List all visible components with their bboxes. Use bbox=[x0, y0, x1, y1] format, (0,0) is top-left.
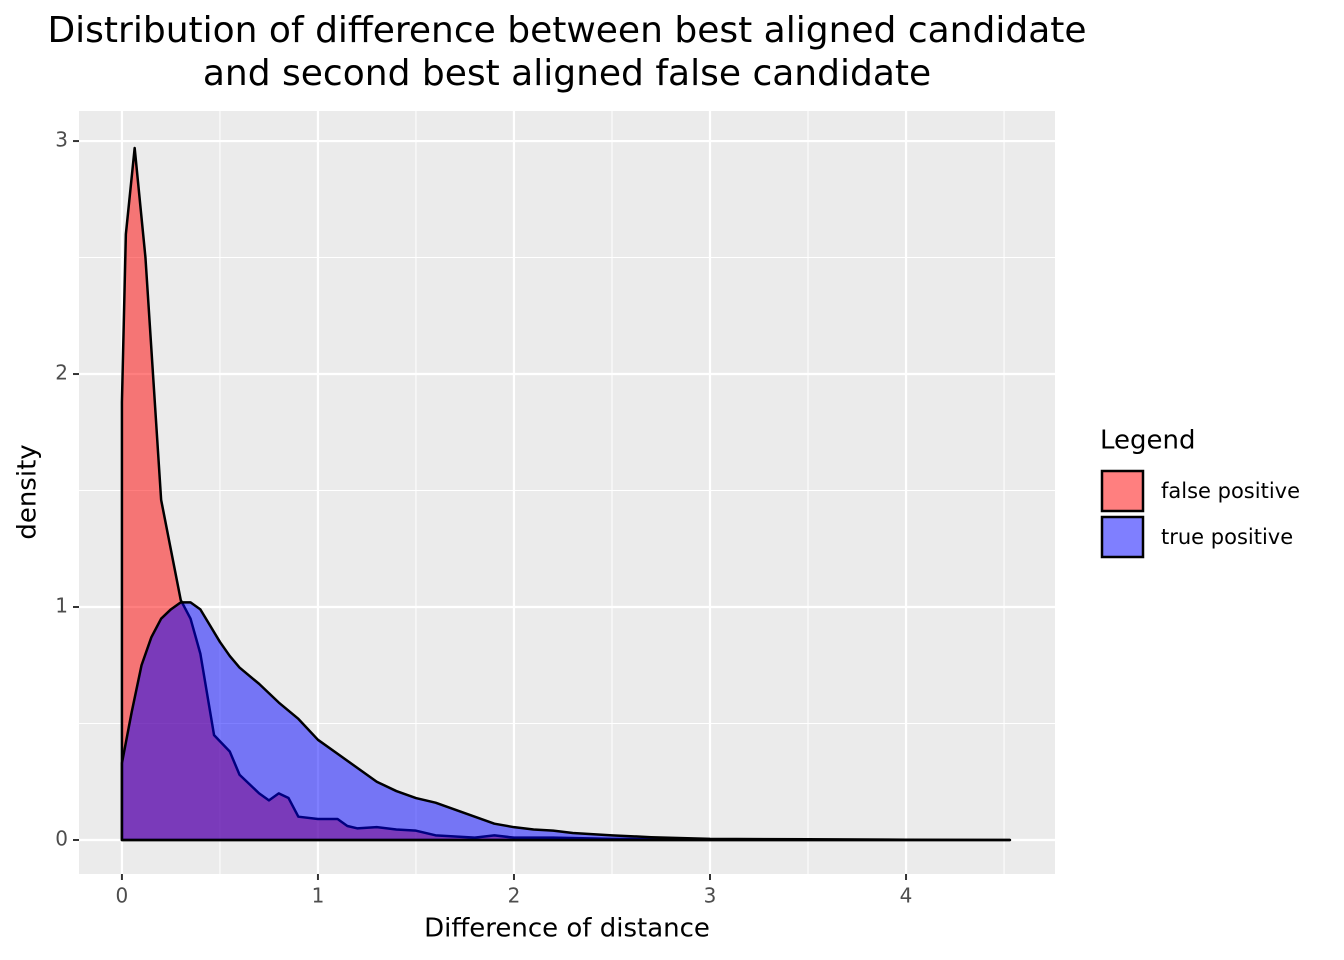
y-axis-label: density bbox=[13, 444, 43, 539]
x-tick-label: 4 bbox=[900, 884, 913, 908]
y-tick-label: 0 bbox=[55, 826, 68, 850]
y-tick-label: 3 bbox=[55, 128, 68, 152]
density-area bbox=[120, 601, 1012, 842]
legend-title: Legend bbox=[1100, 426, 1196, 456]
x-tick-label: 1 bbox=[312, 884, 325, 908]
y-tick-label: 1 bbox=[55, 594, 68, 618]
legend-key bbox=[1100, 469, 1145, 513]
legend: Legend false positive true positive bbox=[1100, 426, 1300, 559]
axes: 0 1 2 3 4 0 1 2 3 bbox=[55, 128, 912, 908]
legend-label: true positive bbox=[1161, 525, 1293, 549]
areas bbox=[120, 146, 1012, 842]
legend-label: false positive bbox=[1161, 479, 1300, 503]
x-axis-label: Difference of distance bbox=[424, 914, 710, 944]
y-tick-label: 2 bbox=[55, 361, 68, 385]
x-tick-label: 3 bbox=[704, 884, 717, 908]
x-tick-label: 0 bbox=[116, 884, 129, 908]
x-tick-label: 2 bbox=[508, 884, 521, 908]
chart-title: Distribution of difference between best … bbox=[47, 10, 1086, 51]
chart-title: and second best aligned false candidate bbox=[203, 53, 931, 94]
legend-key bbox=[1100, 515, 1145, 559]
